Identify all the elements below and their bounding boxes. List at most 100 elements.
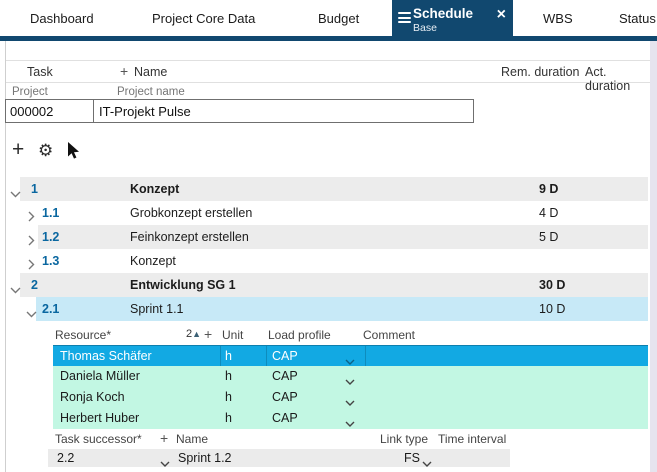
tab-sublabel: Base [413,22,437,34]
successor-link-type[interactable]: FS [404,451,420,465]
task-id: 1.2 [42,230,60,244]
tab-schedule[interactable]: Schedule Base × [392,0,513,36]
resource-name: Daniela Müller [60,369,140,383]
task-rem-duration: 10 D [539,302,566,316]
add-resource-button[interactable]: + [204,326,213,342]
resource-unit[interactable]: h [225,349,232,363]
column-header-link-type[interactable]: Link type [380,432,429,446]
add-successor-button[interactable]: + [160,430,169,446]
task-name: Entwicklung SG 1 [130,278,236,292]
hamburger-menu-icon[interactable] [398,12,411,23]
vertical-scrollbar[interactable] [650,41,657,472]
sort-asc-icon: ▲ [192,329,202,339]
chevron-right-icon[interactable] [28,209,35,227]
task-row[interactable]: 2 Entwicklung SG 1 30 D [0,273,650,297]
column-header-time-interval[interactable]: Time interval [438,432,507,446]
task-row[interactable]: 1.2 Feinkonzept erstellen 5 D [0,225,650,249]
tab-bar: Dashboard Project Core Data Budget Sched… [0,0,657,36]
task-row[interactable]: 1.1 Grobkonzept erstellen 4 D [0,201,650,225]
row-highlight [36,297,648,321]
task-name: Konzept [130,182,180,196]
column-header-unit[interactable]: Unit [222,328,244,342]
row-highlight [38,201,648,225]
task-id: 2.1 [42,302,60,316]
resource-load-profile[interactable]: CAP [272,411,298,425]
task-grid-header: Task + Name Rem. duration Act. duration [6,60,650,93]
task-rem-duration: 4 D [539,206,559,220]
task-row[interactable]: 1.3 Konzept [0,249,650,273]
resource-unit[interactable]: h [225,369,232,383]
tab-dashboard[interactable]: Dashboard [30,0,94,36]
chevron-down-icon[interactable] [10,281,21,299]
row-highlight [20,177,648,201]
tab-project-core-data[interactable]: Project Core Data [152,0,255,36]
dropdown-chevron-icon[interactable] [422,456,432,470]
dropdown-chevron-icon[interactable] [345,374,355,388]
resource-load-profile[interactable]: CAP [272,369,298,383]
column-header-rem-duration[interactable]: Rem. duration [501,65,580,79]
tab-budget[interactable]: Budget [318,0,359,36]
tab-wbs[interactable]: WBS [543,0,573,36]
chevron-down-icon[interactable] [26,305,37,323]
resource-unit[interactable]: h [225,411,232,425]
chevron-right-icon[interactable] [28,233,35,251]
sort-indicator[interactable]: 2▲ [186,328,201,340]
tab-underline-bar [0,36,657,41]
resource-load-profile[interactable]: CAP [272,349,298,363]
column-header-name[interactable]: Name [176,432,209,446]
add-task-button[interactable]: + [12,138,25,161]
task-name: Feinkonzept erstellen [130,230,249,244]
column-header-name[interactable]: Name [134,65,168,79]
tab-label: Budget [318,10,360,26]
project-code-field[interactable]: 000002 [6,100,94,122]
task-id: 1 [31,182,38,196]
row-highlight [38,249,648,273]
dropdown-chevron-icon[interactable] [345,395,355,409]
add-column-icon[interactable]: + [120,63,129,79]
task-id: 2 [31,278,38,292]
project-name-field[interactable]: IT-Projekt Pulse [99,103,191,119]
tab-label: Project Core Data [152,10,256,26]
task-name: Grobkonzept erstellen [130,206,253,220]
column-header-act-duration[interactable]: Act. duration [585,65,631,93]
resource-row[interactable]: Daniela Müller h CAP [53,366,648,387]
panel-left-border [5,41,6,472]
resource-unit[interactable]: h [225,390,232,404]
dropdown-chevron-icon[interactable] [160,456,170,470]
successor-id[interactable]: 2.2 [57,451,75,465]
resource-row[interactable]: Herbert Huber h CAP [53,408,648,429]
successor-row[interactable]: 2.2 Sprint 1.2 FS [48,449,510,467]
task-row-selected[interactable]: 2.1 Sprint 1.1 10 D [0,297,650,321]
column-header-resource[interactable]: Resource* [55,328,112,342]
task-name: Konzept [130,254,176,268]
cursor-icon[interactable] [66,142,80,165]
task-id: 1.3 [42,254,60,268]
task-toolbar: + ⚙ [10,139,210,163]
dropdown-chevron-icon[interactable] [345,416,355,430]
resource-table-header: Resource* 2▲ + Unit Load profile Comment [0,326,650,344]
dropdown-chevron-icon[interactable] [345,354,355,368]
gear-icon[interactable]: ⚙ [38,141,54,160]
successor-table-header: Task successor* + Name Link type Time in… [0,430,650,447]
task-row[interactable]: 1 Konzept 9 D [0,177,650,201]
project-name-label: Project name [117,86,185,98]
chevron-down-icon[interactable] [10,185,21,203]
task-name: Sprint 1.1 [130,302,184,316]
project-code-label: Project [12,86,48,98]
tab-label: Schedule [413,6,474,21]
close-icon[interactable]: × [496,6,506,23]
column-header-load-profile[interactable]: Load profile [268,328,331,342]
chevron-right-icon[interactable] [28,257,35,275]
tab-label: Dashboard [30,10,94,26]
resource-name: Ronja Koch [60,390,125,404]
column-header-task-successor[interactable]: Task successor* [55,432,142,446]
tab-label: Status [619,10,656,26]
task-id: 1.1 [42,206,60,220]
resource-load-profile[interactable]: CAP [272,390,298,404]
resource-row-selected[interactable]: Thomas Schäfer h CAP [53,345,648,367]
tab-status[interactable]: Status [619,0,656,36]
column-header-task[interactable]: Task [27,65,53,79]
resource-row[interactable]: Ronja Koch h CAP [53,387,648,408]
column-header-comment[interactable]: Comment [363,328,416,342]
